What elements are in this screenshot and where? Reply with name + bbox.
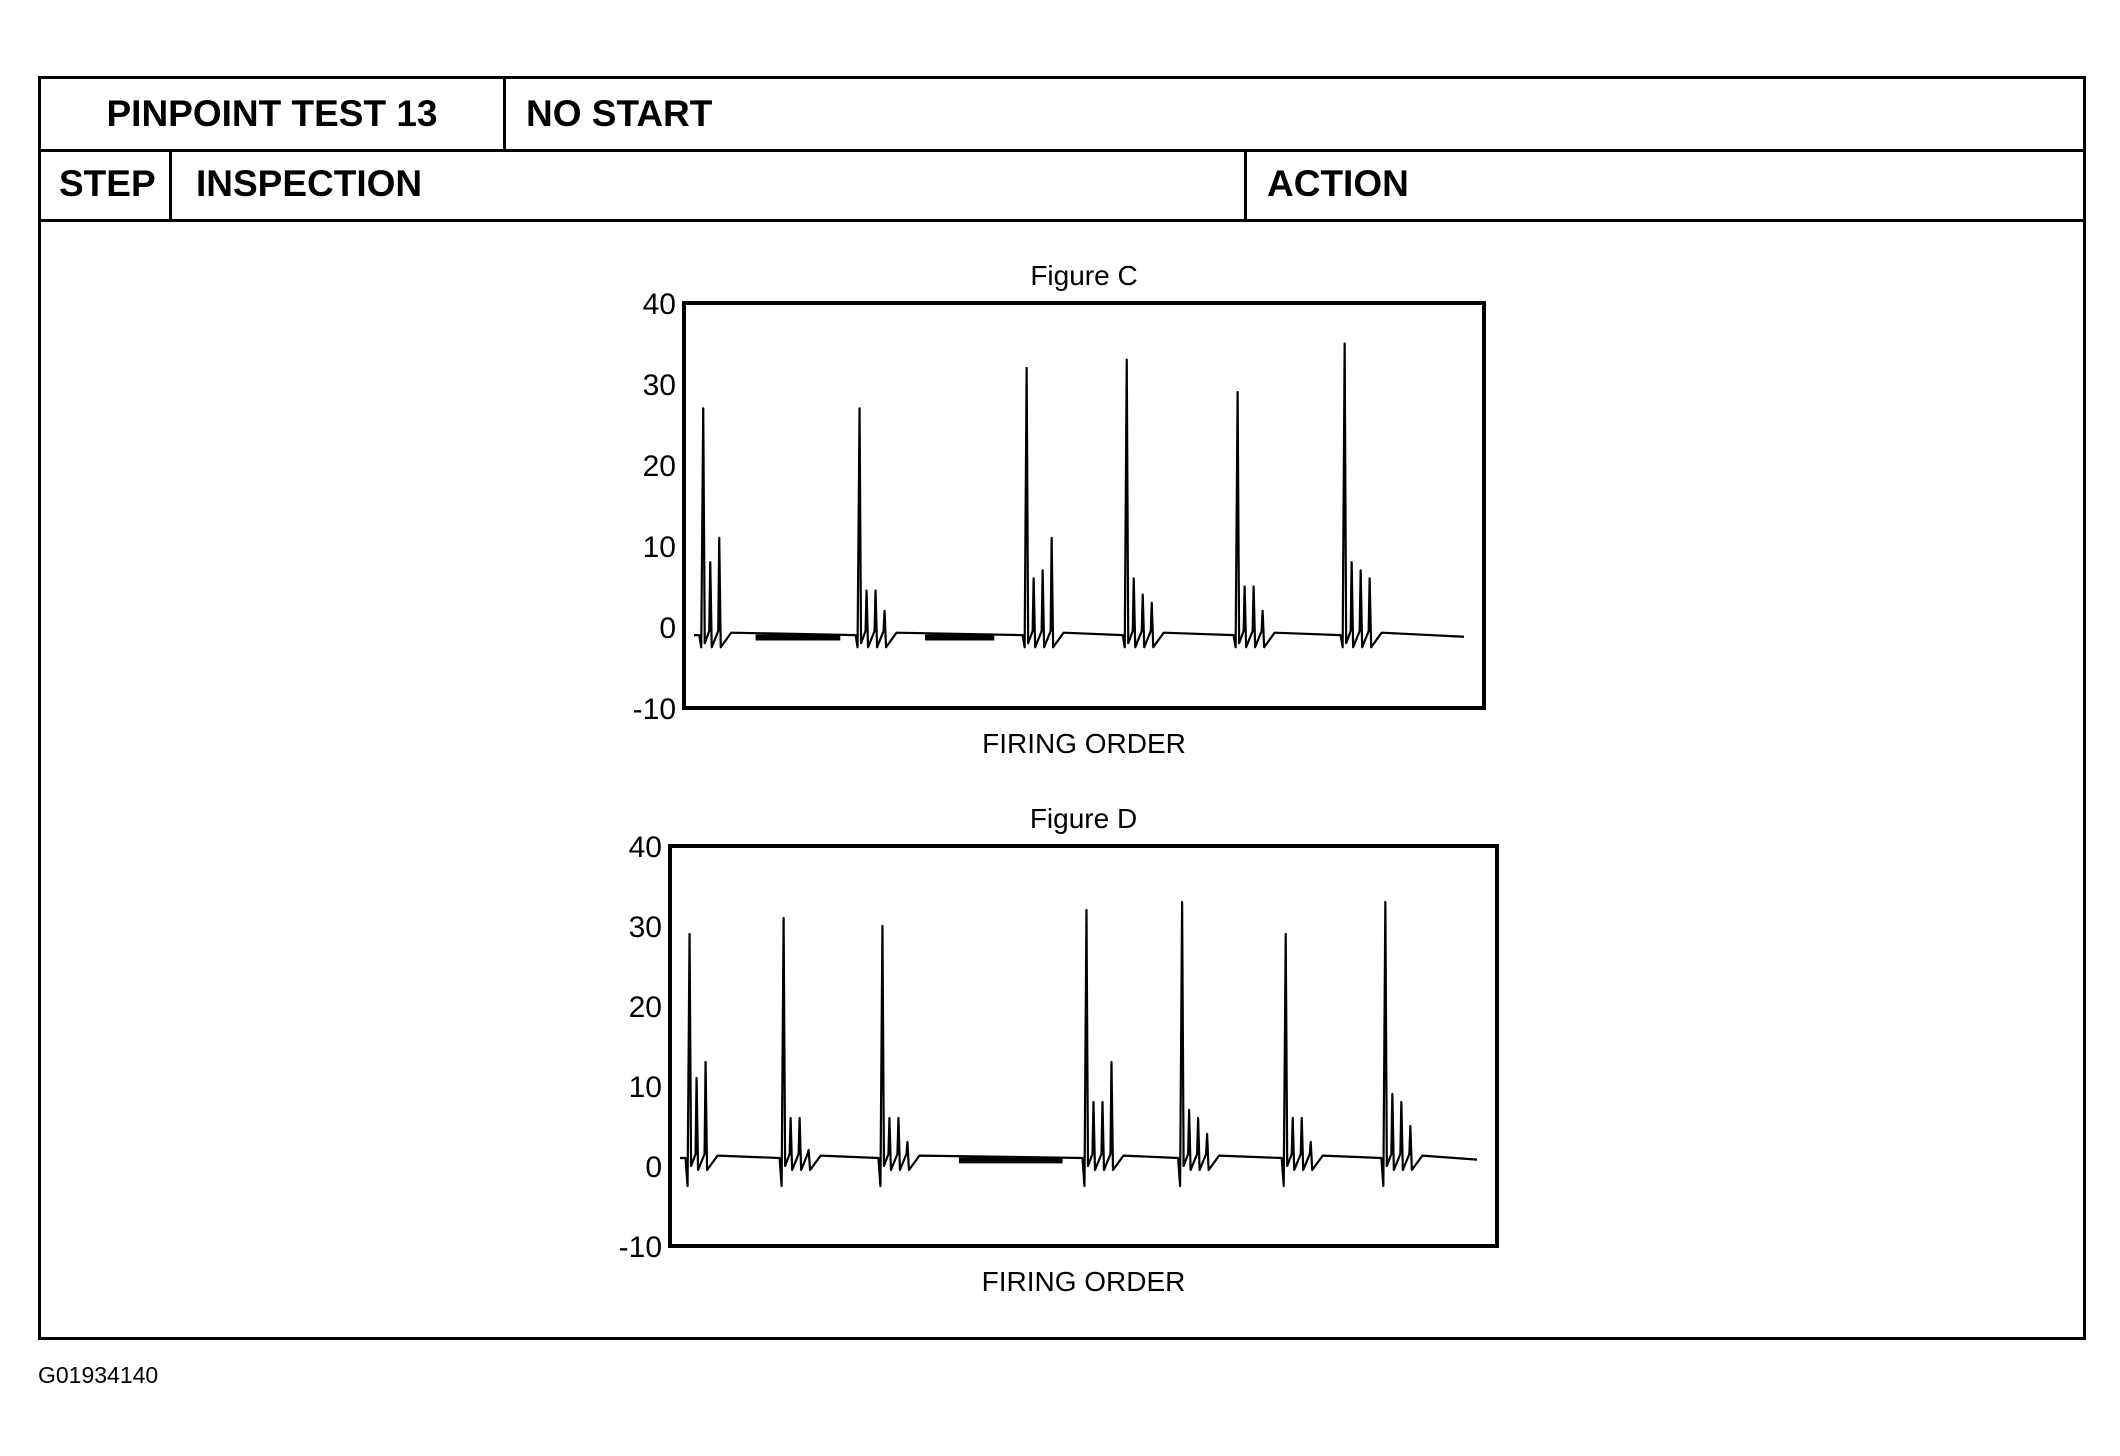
step-column-header: STEP <box>41 149 172 219</box>
waveform-line <box>694 342 1465 649</box>
inspection-column-header: INSPECTION <box>172 149 1247 219</box>
test-number-cell: PINPOINT TEST 13 <box>41 79 506 149</box>
test-header-row: PINPOINT TEST 13 NO START <box>41 79 2083 152</box>
x-axis-label: FIRING ORDER <box>982 728 1186 759</box>
y-tick-label: 10 <box>629 1071 662 1104</box>
y-tick-label: 20 <box>629 991 662 1024</box>
chart-title: Figure C <box>1030 260 1137 291</box>
y-tick-label: 40 <box>629 831 662 864</box>
y-tick-label: -10 <box>619 1231 662 1264</box>
plot-frame <box>682 301 1486 710</box>
y-tick-label: 40 <box>643 288 676 321</box>
pinpoint-test-table: PINPOINT TEST 13 NO START STEP INSPECTIO… <box>38 76 2086 1340</box>
waveform-line <box>680 900 1478 1188</box>
chart-1: Figure D FIRING ORDER 40 30 20 10 0 -10 <box>619 803 1499 1297</box>
y-tick-label: 0 <box>659 612 676 645</box>
plot-frame <box>668 844 1499 1248</box>
y-tick-label: 20 <box>643 450 676 483</box>
action-column-header: ACTION <box>1267 163 1409 204</box>
y-tick-label: 10 <box>643 531 676 564</box>
figure-code: G01934140 <box>38 1362 159 1388</box>
chart-0: Figure C FIRING ORDER 40 30 20 10 0 -10 <box>633 260 1486 759</box>
test-title-cell: NO START <box>526 93 713 134</box>
y-tick-label: 30 <box>629 911 662 944</box>
x-axis-label: FIRING ORDER <box>982 1266 1186 1297</box>
y-tick-label: -10 <box>633 693 676 726</box>
column-header-row: STEP INSPECTION ACTION <box>41 149 2083 222</box>
y-tick-label: 0 <box>645 1151 662 1184</box>
y-tick-label: 30 <box>643 369 676 402</box>
chart-title: Figure D <box>1030 803 1137 834</box>
